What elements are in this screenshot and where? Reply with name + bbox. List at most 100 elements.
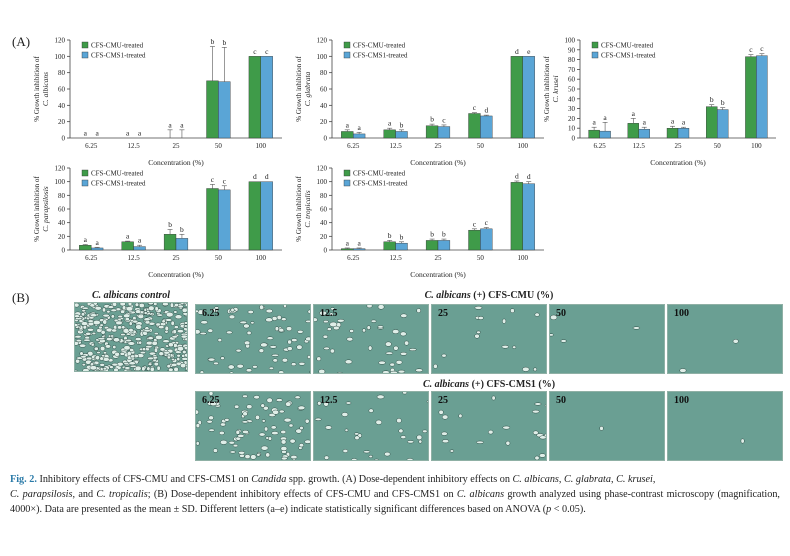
x-tick-label: 25	[675, 142, 683, 150]
significance-letter: b	[180, 225, 184, 234]
legend-swatch	[343, 41, 351, 49]
y-tick-label: 120	[55, 37, 66, 45]
y-axis-label-species: C. krusei	[551, 75, 560, 102]
bar	[341, 248, 354, 251]
micrograph-cmu-25: 25	[431, 304, 547, 374]
y-tick-label: 100	[317, 53, 328, 61]
y-tick-label: 120	[317, 37, 328, 45]
significance-letter: d	[515, 47, 519, 56]
legend-swatch	[591, 41, 599, 49]
legend-label: CFS-CMU-treated	[91, 42, 144, 50]
micrograph-label: 25	[438, 395, 448, 406]
y-tick-label: 0	[62, 135, 66, 143]
y-tick-label: 100	[55, 178, 66, 186]
y-tick-label: 100	[55, 53, 66, 61]
x-tick-label: 12.5	[389, 254, 402, 262]
y-axis-label: % Growth inhibition of	[295, 176, 303, 242]
bar	[260, 181, 273, 251]
micrograph-label: 12.5	[320, 308, 338, 319]
y-tick-label: 100	[565, 37, 576, 45]
x-tick-label: 50	[215, 254, 223, 262]
bar	[353, 248, 366, 251]
significance-letter: a	[138, 129, 142, 138]
significance-letter: b	[710, 95, 714, 104]
significance-letter: a	[180, 120, 184, 129]
y-axis-label-species: C. parapsilosis	[41, 186, 50, 232]
micrograph-label: 6.25	[202, 395, 220, 406]
y-tick-label: 80	[58, 192, 66, 200]
x-tick-label: 6.25	[347, 142, 360, 150]
bar	[218, 189, 231, 251]
significance-letter: a	[632, 109, 636, 118]
bar	[437, 240, 451, 251]
y-axis-label-group: % Growth inhibition of C. albicans	[33, 56, 50, 122]
y-axis-label: % Growth inhibition of	[543, 56, 551, 122]
micrograph-cmu-6.25: 6.25	[195, 304, 311, 374]
x-tick-label: 100	[256, 254, 267, 262]
legend-swatch	[81, 179, 89, 187]
micrograph-label: 100	[674, 395, 689, 406]
y-tick-label: 60	[320, 206, 328, 214]
y-tick-label: 120	[317, 165, 328, 173]
significance-letter: c	[211, 175, 215, 184]
micrograph-cells	[599, 426, 604, 431]
significance-letter: b	[400, 120, 404, 129]
significance-letter: c	[442, 115, 446, 124]
micrograph-label: 50	[556, 395, 566, 406]
bar	[163, 234, 177, 251]
y-tick-label: 20	[320, 118, 328, 126]
bar	[745, 56, 757, 139]
significance-letter: a	[643, 118, 647, 127]
significance-letter: a	[357, 238, 361, 247]
significance-letter: c	[749, 45, 753, 54]
y-tick-label: 70	[568, 66, 576, 74]
significance-letter: d	[527, 172, 531, 181]
significance-letter: b	[721, 98, 725, 107]
x-tick-label: 100	[518, 254, 529, 262]
significance-letter: a	[346, 120, 350, 129]
chart-c-albicans: 0 20 40 60 80 100 120 % Growth inhibition of C. …	[33, 37, 282, 167]
y-tick-label: 10	[568, 125, 576, 133]
y-tick-label: 60	[568, 76, 576, 84]
x-axis-label: Concentration (%)	[650, 158, 706, 167]
micrograph-cms1-12.5: 12.5	[313, 391, 429, 461]
bar	[638, 128, 650, 139]
bar	[218, 81, 231, 139]
significance-letter: d	[515, 171, 519, 180]
micrograph-cmu-12.5: 12.5	[313, 304, 429, 374]
bar	[383, 241, 396, 251]
bar	[677, 127, 690, 139]
chart-c-tropicalis: 0 20 40 60 80 100 120 % Growth inhibition of C. …	[295, 165, 544, 279]
bar	[395, 242, 408, 251]
x-tick-label: 50	[477, 254, 485, 262]
micrograph-cells	[679, 339, 739, 373]
micrograph-cmu-100: 100	[667, 304, 783, 374]
bar	[425, 125, 439, 139]
bar	[260, 56, 273, 139]
significance-letter: b	[168, 220, 172, 229]
y-tick-label: 100	[317, 178, 328, 186]
bar	[588, 129, 600, 139]
y-tick-label: 20	[320, 233, 328, 241]
y-axis-label: % Growth inhibition of	[33, 56, 41, 122]
x-tick-label: 6.25	[593, 142, 606, 150]
significance-letter: c	[485, 218, 489, 227]
bar	[756, 55, 768, 139]
significance-letter: a	[346, 238, 350, 247]
significance-letter: d	[265, 172, 269, 181]
significance-letter: a	[168, 120, 172, 129]
significance-letter: a	[138, 236, 142, 245]
y-tick-label: 20	[58, 118, 66, 126]
y-axis-label-species: C. tropicalis	[303, 190, 312, 227]
micrograph-control	[74, 302, 188, 372]
x-tick-label: 12.5	[127, 254, 140, 262]
y-tick-label: 80	[320, 192, 328, 200]
significance-letter: a	[357, 123, 361, 132]
micrograph-cells	[433, 305, 540, 372]
bar	[79, 245, 92, 251]
x-tick-label: 100	[518, 142, 529, 150]
significance-letter: b	[430, 115, 434, 124]
legend-label: CFS-CMU-treated	[353, 170, 406, 178]
y-tick-label: 40	[320, 102, 328, 110]
chart-c-parapsilosis: 0 20 40 60 80 100 120 % Growth inhibition of C. …	[33, 165, 282, 279]
